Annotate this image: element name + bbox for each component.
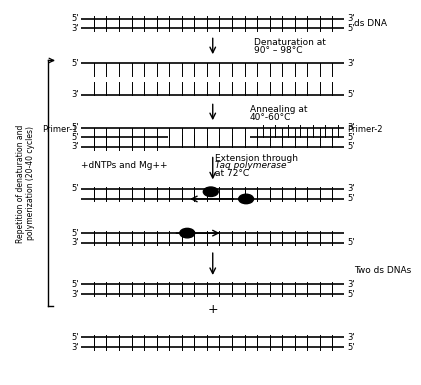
Text: 3': 3' [347, 333, 354, 342]
Text: 5': 5' [347, 90, 354, 99]
Text: 3': 3' [71, 24, 79, 33]
Ellipse shape [180, 228, 195, 238]
Text: Taq polymerase: Taq polymerase [215, 161, 286, 171]
Text: 5': 5' [347, 343, 354, 352]
Text: 5': 5' [347, 133, 354, 142]
Text: 3': 3' [71, 142, 79, 151]
Text: Annealing at: Annealing at [250, 105, 307, 114]
Text: 5': 5' [347, 238, 354, 248]
Text: 5': 5' [71, 133, 79, 142]
Text: 5': 5' [347, 290, 354, 299]
Ellipse shape [203, 187, 218, 196]
Text: 5': 5' [71, 184, 79, 193]
Text: 5': 5' [71, 124, 79, 132]
Text: 5': 5' [71, 229, 79, 238]
Text: 5': 5' [347, 142, 354, 151]
Text: 3': 3' [71, 238, 79, 248]
Ellipse shape [239, 194, 253, 204]
Text: 3': 3' [347, 124, 354, 132]
Text: Denaturation at: Denaturation at [254, 38, 326, 47]
Text: Primer-1: Primer-1 [42, 126, 77, 134]
Text: 3': 3' [347, 280, 354, 289]
Text: 3': 3' [347, 14, 354, 23]
Text: +: + [208, 303, 218, 316]
Text: 5': 5' [71, 280, 79, 289]
Text: 40°-60°C: 40°-60°C [250, 113, 291, 122]
Text: Two ds DNAs: Two ds DNAs [354, 266, 411, 275]
Text: at 72°C: at 72°C [215, 169, 249, 178]
Text: 3': 3' [71, 90, 79, 99]
Text: 90° – 98°C: 90° – 98°C [254, 47, 302, 55]
Text: 5': 5' [71, 14, 79, 23]
Text: 3': 3' [71, 343, 79, 352]
Text: 3': 3' [347, 184, 354, 193]
Text: +dNTPs and Mg++: +dNTPs and Mg++ [81, 161, 168, 171]
Text: Extension through: Extension through [215, 154, 298, 163]
Text: 5': 5' [71, 59, 79, 68]
Text: 3': 3' [347, 59, 354, 68]
Text: 5': 5' [347, 194, 354, 203]
Text: 5': 5' [347, 24, 354, 33]
Text: 5': 5' [71, 333, 79, 342]
Text: 3': 3' [71, 290, 79, 299]
Text: ds DNA: ds DNA [354, 19, 387, 28]
Text: Primer-2: Primer-2 [347, 126, 382, 134]
Text: Repetition of denaturation and
polymerization (20-40 cycles): Repetition of denaturation and polymeriz… [16, 124, 35, 243]
